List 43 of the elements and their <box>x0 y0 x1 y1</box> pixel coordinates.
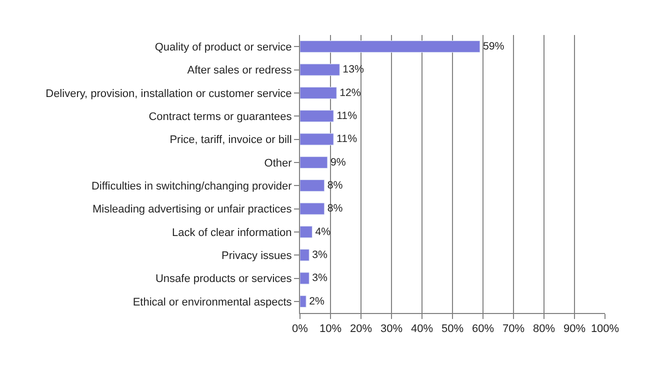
x-tick-label: 50% <box>441 323 464 336</box>
y-tick-label: Quality of product or service <box>154 41 292 54</box>
data-label: 12% <box>340 86 362 99</box>
data-label: 11% <box>336 110 358 122</box>
y-tick-label: Difficulties in switching/changing provider <box>91 180 292 192</box>
data-label: 11% <box>336 133 358 146</box>
data-label: 9% <box>330 156 346 168</box>
data-label: 59% <box>482 40 505 52</box>
x-tick-label: 40% <box>410 323 434 336</box>
x-tick-label: 70% <box>502 323 525 336</box>
bar <box>300 40 480 53</box>
y-tick-label: Unsafe products or services <box>155 273 292 286</box>
bar <box>300 156 328 168</box>
y-tick-label: Other <box>264 157 292 170</box>
bar <box>300 226 312 238</box>
y-tick-label: Privacy issues <box>222 250 292 262</box>
x-tick-label: 90% <box>563 323 586 336</box>
x-tick-label: 30% <box>380 323 403 336</box>
bar <box>300 86 337 99</box>
bar <box>300 133 334 146</box>
y-tick-label: Misleading advertising or unfair practices <box>92 204 292 216</box>
bar <box>300 202 325 215</box>
x-tick-label: 80% <box>532 323 556 336</box>
y-tick-label: Ethical or environmental aspects <box>132 296 292 308</box>
y-tick-label: Price, tariff, invoice or bill <box>170 134 292 146</box>
y-tick-label: Contract terms or guarantees <box>148 110 292 123</box>
x-tick-label: 0% <box>292 323 308 336</box>
bar <box>300 110 334 122</box>
bar <box>300 295 306 308</box>
bar <box>300 180 325 192</box>
data-label: 2% <box>309 295 326 308</box>
data-label: 3% <box>312 248 328 261</box>
x-tick-label: 60% <box>472 323 494 336</box>
x-tick-label: 10% <box>319 323 342 336</box>
x-tick-label: 100% <box>590 323 620 336</box>
bar <box>300 272 310 284</box>
data-label: 3% <box>312 272 328 284</box>
y-tick-label: Lack of clear information <box>172 226 292 239</box>
y-tick-label: Delivery, provision, installation or customer service <box>46 88 292 100</box>
bar <box>300 64 340 76</box>
bar <box>300 249 310 262</box>
y-tick-label: After sales or redress <box>187 64 292 77</box>
x-tick-label: 20% <box>350 323 372 336</box>
